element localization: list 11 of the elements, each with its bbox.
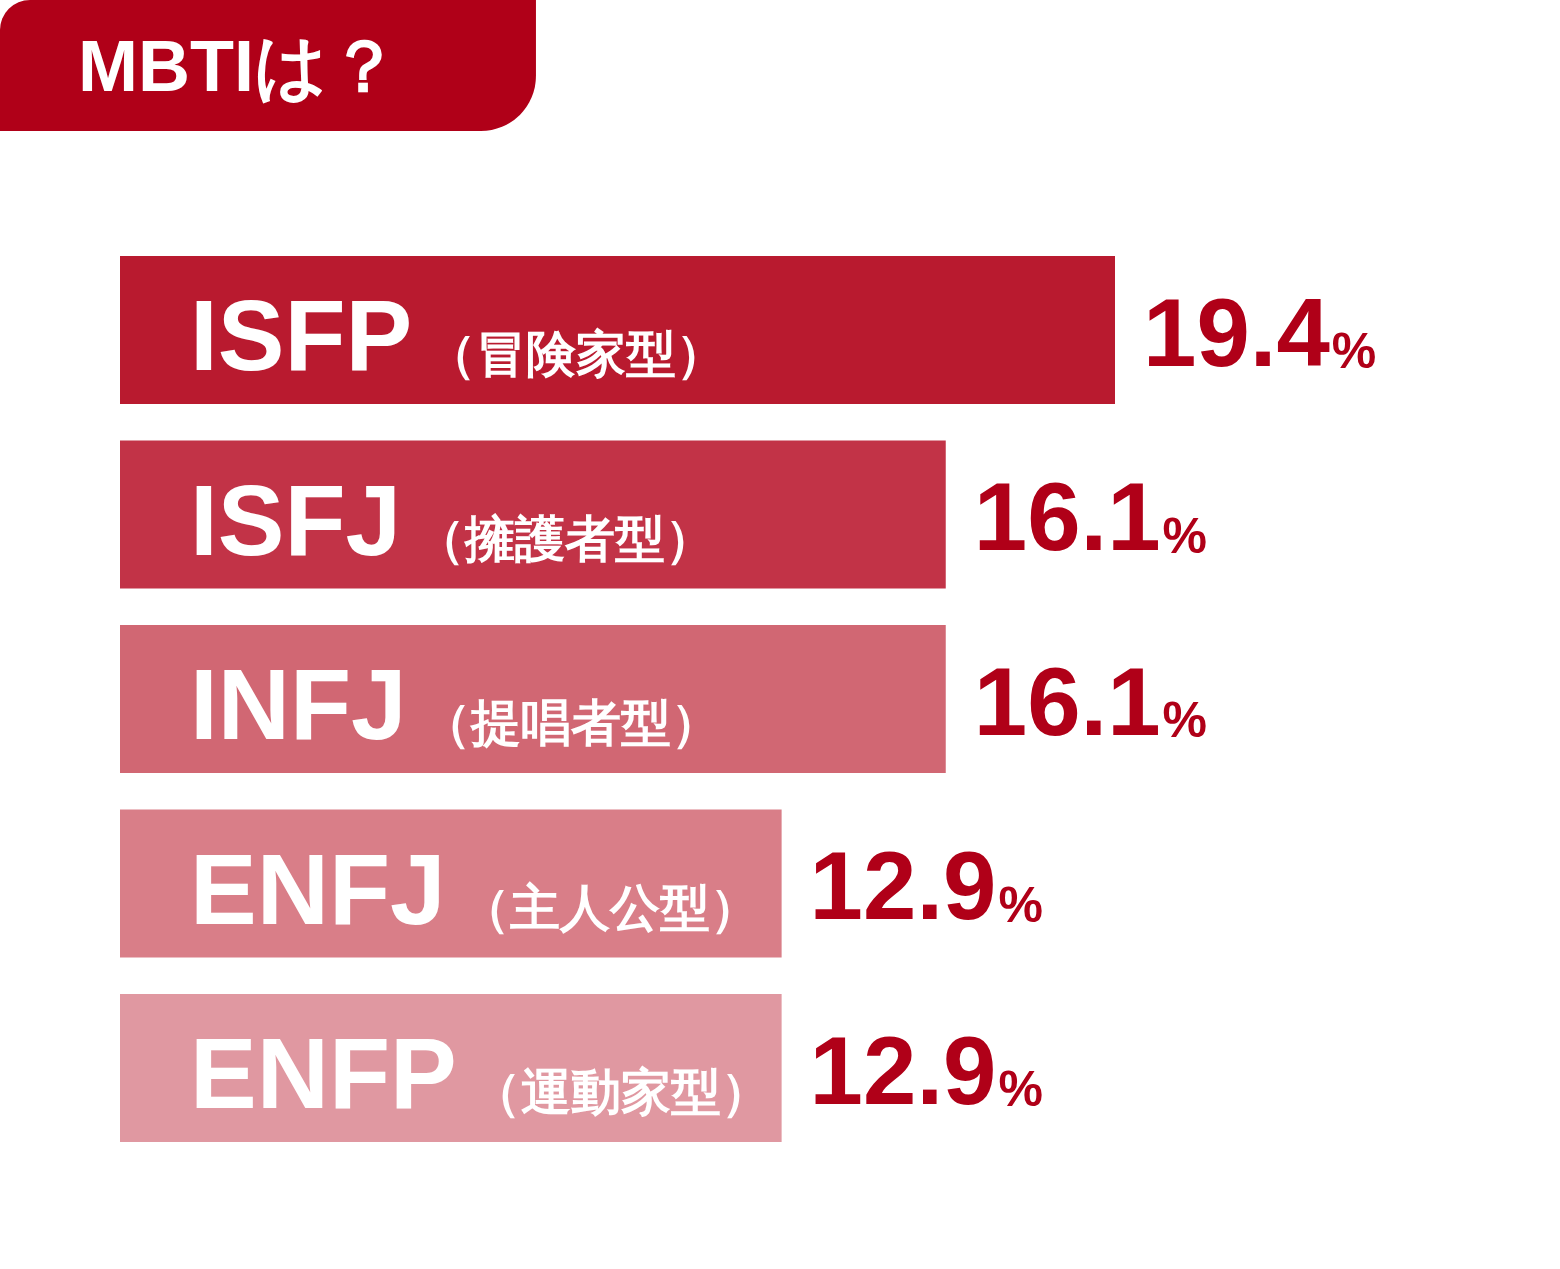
data-label: 12.9% [809, 832, 1043, 939]
y-tick-label: ENFJ（主人公型） [190, 832, 760, 945]
y-tick-label: ENFP（運動家型） [190, 1017, 771, 1129]
y-tick-label: INFJ（提唱者型） [190, 648, 721, 760]
y-tick-label: ISFP（冒険家型） [190, 279, 727, 391]
chart-title: MBTIは？ [78, 25, 400, 106]
data-label: 16.1% [973, 647, 1208, 755]
data-label: 19.4% [1143, 278, 1377, 386]
data-label: 16.1% [973, 463, 1208, 570]
y-tick-label: ISFJ（擁護者型） [190, 463, 716, 576]
data-label: 12.9% [809, 1016, 1043, 1124]
